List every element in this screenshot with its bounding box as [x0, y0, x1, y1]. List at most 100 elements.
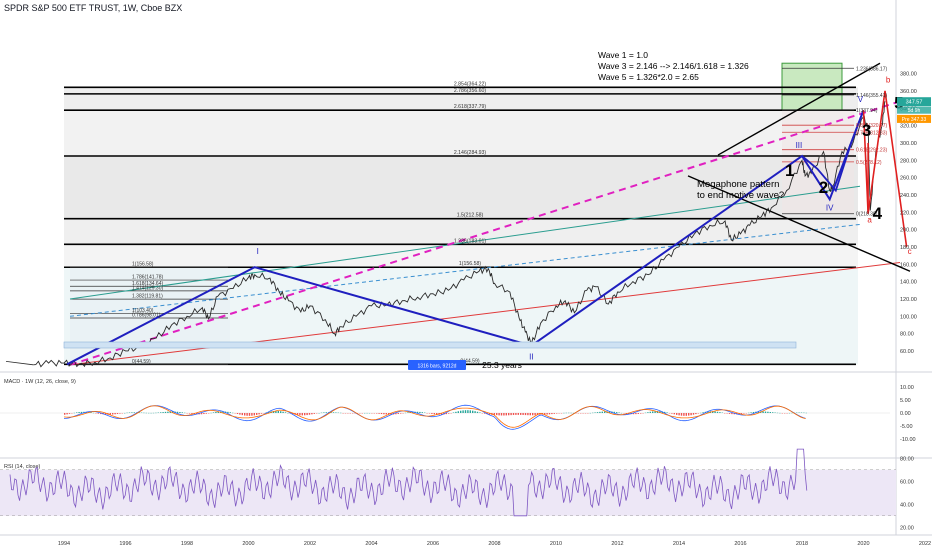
price-tick: 240.00 [900, 193, 917, 199]
price-tick: 280.00 [900, 158, 917, 164]
macd-histogram-bar [165, 412, 166, 413]
macd-pane-label: MACD · 1W (12, 26, close, 9) [4, 379, 76, 385]
macd-histogram-bar [66, 413, 67, 414]
macd-histogram-bar [503, 413, 504, 415]
macd-histogram-bar [618, 412, 619, 413]
macd-histogram-bar [453, 412, 454, 413]
macd-histogram-bar [376, 413, 377, 414]
macd-histogram-bar [686, 413, 687, 416]
macd-histogram-bar [479, 412, 480, 413]
macd-tick: 0.00 [900, 411, 911, 417]
time-axis-label: 2022 [919, 541, 931, 547]
macd-histogram-bar [676, 413, 677, 415]
macd-histogram-bar [767, 412, 768, 413]
time-axis-label: 2012 [611, 541, 623, 547]
macd-histogram-bar [465, 410, 466, 413]
macd-histogram-bar [501, 413, 502, 415]
price-tick: 200.00 [900, 228, 917, 234]
fib-right-label: 0.854(320.47) [856, 123, 887, 129]
macd-histogram-bar [177, 412, 178, 413]
macd-histogram-bar [474, 411, 475, 413]
macd-histogram-bar [302, 413, 303, 415]
macd-histogram-bar [434, 413, 435, 414]
fib-level-label: 2.146(284.93) [454, 150, 487, 156]
macd-histogram-bar [64, 413, 65, 415]
annotation-line: Wave 5 = 1.326*2.0 = 2.65 [598, 72, 699, 82]
fib-level-label: 1(156.58) [459, 261, 481, 267]
price-tick: 220.00 [900, 210, 917, 216]
macd-histogram-bar [530, 413, 531, 415]
macd-histogram-bar [690, 413, 691, 415]
macd-histogram-bar [650, 412, 651, 413]
countdown-label: 5d 9h [908, 108, 921, 114]
macd-histogram-bar [242, 413, 243, 415]
macd-histogram-bar [119, 413, 120, 414]
macd-histogram-bar [753, 412, 754, 413]
macd-histogram-bar [431, 413, 432, 414]
macd-histogram-bar [117, 413, 118, 414]
macd-histogram-bar [602, 412, 603, 413]
macd-histogram-bar [750, 412, 751, 413]
macd-histogram-bar [460, 411, 461, 413]
macd-histogram-bar [256, 413, 257, 415]
fib-left-label: 0(44.59) [132, 359, 151, 365]
chart-title: SPDR S&P 500 ETF TRUST, 1W, Cboe BZX [4, 3, 182, 13]
pre-price-label: Pre 347.33 [902, 117, 927, 123]
wave-label-III: III [796, 141, 803, 150]
macd-histogram-bar [520, 413, 521, 415]
macd-histogram-bar [458, 411, 459, 413]
wave-label-b: b [886, 75, 891, 84]
macd-histogram-bar [496, 413, 497, 415]
macd-histogram-bar [554, 413, 555, 414]
macd-histogram-bar [640, 413, 641, 414]
time-axis-label: 2018 [796, 541, 808, 547]
fib-right-label: 0.5(278.12) [856, 160, 882, 166]
wave-label-I: I [257, 247, 259, 256]
macd-histogram-bar [681, 413, 682, 416]
price-tick: 380.00 [900, 72, 917, 78]
macd-histogram-bar [131, 412, 132, 413]
wave-label-a: a [867, 216, 872, 225]
megaphone-note: Megaphone pattern [697, 179, 779, 190]
price-tick: 180.00 [900, 245, 917, 251]
macd-histogram-bar [462, 410, 463, 413]
macd-histogram-bar [770, 412, 771, 413]
range-bars-label: 1316 bars, 9212d [418, 364, 457, 370]
time-axis-label: 2016 [734, 541, 746, 547]
macd-histogram-bar [515, 413, 516, 415]
macd-histogram-bar [299, 413, 300, 415]
macd-histogram-bar [731, 413, 732, 414]
time-axis-label: 2014 [673, 541, 685, 547]
macd-histogram-bar [383, 413, 384, 414]
macd-histogram-bar [717, 412, 718, 413]
rsi-tick: 20.00 [900, 525, 914, 531]
macd-histogram-bar [772, 412, 773, 413]
macd-histogram-bar [239, 413, 240, 415]
fib-left-label: 1.786(141.78) [132, 275, 163, 281]
macd-histogram-bar [335, 412, 336, 413]
macd-histogram-bar [160, 412, 161, 413]
macd-histogram-bar [213, 412, 214, 413]
macd-histogram-bar [635, 413, 636, 414]
annotation-line: Wave 3 = 2.146 --> 2.146/1.618 = 1.326 [598, 61, 749, 71]
macd-histogram-bar [249, 413, 250, 416]
price-tick: 120.00 [900, 297, 917, 303]
macd-histogram-bar [498, 413, 499, 415]
macd-histogram-bar [508, 413, 509, 415]
macd-histogram-bar [695, 413, 696, 414]
macd-histogram-bar [167, 412, 168, 413]
wave-label-w1: 1 [785, 161, 794, 180]
macd-histogram-bar [134, 412, 135, 413]
rsi-tick: 80.00 [900, 456, 914, 462]
macd-histogram-bar [237, 413, 238, 414]
date-range-bar [64, 342, 796, 348]
range-years-label: 25.3 years [482, 360, 522, 370]
macd-histogram-bar [98, 413, 99, 414]
macd-histogram-bar [282, 412, 283, 413]
fib-left-label: 1(156.58) [132, 262, 154, 268]
fib-level-label: 2.854(364.22) [454, 81, 487, 87]
macd-histogram-bar [688, 413, 689, 416]
macd-histogram-bar [407, 412, 408, 413]
macd-histogram-bar [206, 413, 207, 414]
